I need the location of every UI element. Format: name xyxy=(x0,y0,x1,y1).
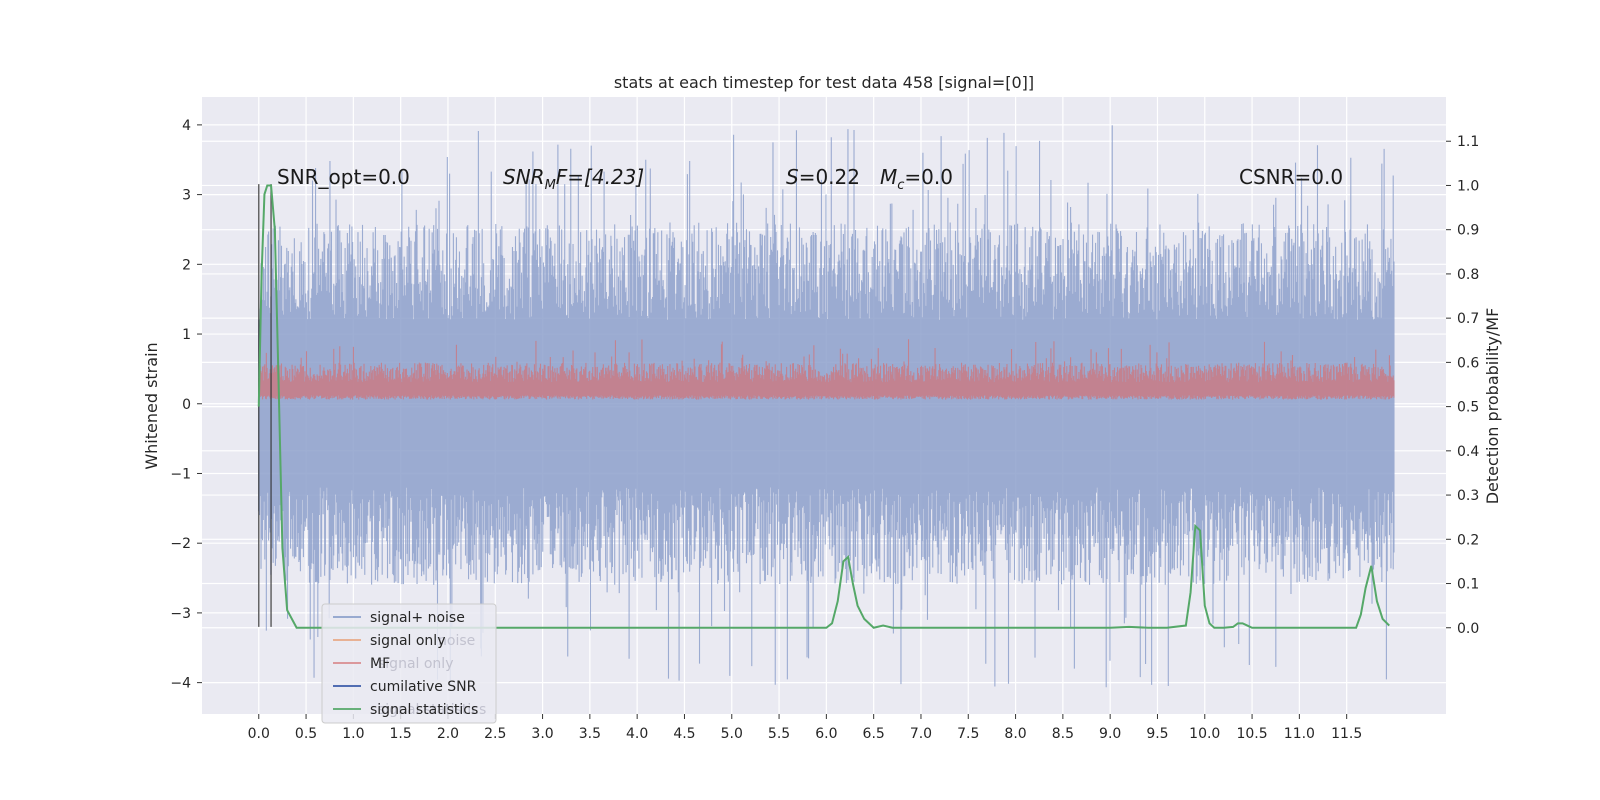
chart-title: stats at each timestep for test data 458… xyxy=(614,73,1034,92)
x-tick-label: 4.0 xyxy=(626,726,648,742)
x-tick-label: 2.0 xyxy=(437,726,459,742)
x-tick-label: 6.5 xyxy=(863,726,885,742)
y-axis-ticks-right: 1.1 1.0 0.9 0.8 0.7 0.6 0.5 0.4 0.3 0.2 0.1 0.0 xyxy=(1446,134,1479,637)
annotation-snr-opt: SNR_opt=0.0 xyxy=(277,165,410,189)
x-tick-label: 10.5 xyxy=(1236,726,1267,742)
x-tick-label: 2.5 xyxy=(484,726,506,742)
x-tick-label: 5.5 xyxy=(768,726,790,742)
y-tick-label: −1 xyxy=(170,466,191,482)
y-right-tick-label: 1.0 xyxy=(1457,178,1479,194)
y-tick-label: 2 xyxy=(182,257,191,273)
y-right-tick-label: 0.5 xyxy=(1457,400,1479,416)
signal-statistics-line xyxy=(257,184,1390,629)
x-tick-label: 1.5 xyxy=(390,726,412,742)
y-right-tick-label: 0.2 xyxy=(1457,532,1479,548)
y-tick-label: 4 xyxy=(182,118,191,134)
legend-ghost-label: signal statistics xyxy=(378,702,486,718)
x-tick-label: 3.0 xyxy=(531,726,553,742)
y-right-tick-label: 0.6 xyxy=(1457,355,1479,371)
y-tick-label: 1 xyxy=(182,327,191,343)
y-tick-label: −4 xyxy=(170,676,191,692)
x-tick-label: 11.0 xyxy=(1284,726,1315,742)
x-axis-ticks: 0.0 0.5 1.0 1.5 2.0 2.5 3.0 3.5 4.0 4.5 5.0 5.5 6.0 6… xyxy=(248,714,1362,742)
x-tick-label: 0.0 xyxy=(248,726,270,742)
legend-box xyxy=(321,603,497,724)
legend-ghost-label: noise xyxy=(438,633,475,649)
y-right-tick-label: 0.7 xyxy=(1457,311,1479,327)
x-tick-label: 9.0 xyxy=(1099,726,1121,742)
x-tick-label: 7.5 xyxy=(957,726,979,742)
annotation-csnr: CSNR=0.0 xyxy=(1239,165,1343,189)
x-tick-label: 5.0 xyxy=(721,726,743,742)
annotation-s: S=0.22 xyxy=(786,165,860,189)
y-tick-label: −2 xyxy=(170,536,191,552)
x-tick-label: 3.5 xyxy=(579,726,601,742)
x-tick-label: 9.5 xyxy=(1146,726,1168,742)
legend: noise signal only signal statistics sign… xyxy=(321,603,497,724)
x-tick-label: 6.0 xyxy=(815,726,837,742)
legend-label-mf: MF xyxy=(370,656,390,672)
signal-statistics-series xyxy=(257,184,1390,629)
y-right-tick-label: 1.1 xyxy=(1457,134,1479,150)
y-right-tick-label: 0.0 xyxy=(1457,621,1479,637)
x-tick-label: 0.5 xyxy=(295,726,317,742)
legend-label-signal-noise: signal+ noise xyxy=(370,610,465,626)
y-right-tick-label: 0.1 xyxy=(1457,577,1479,593)
legend-ghost-label: signal only xyxy=(378,656,453,672)
y-tick-label: −3 xyxy=(170,606,191,622)
x-tick-label: 8.0 xyxy=(1004,726,1026,742)
annotation-snr-mf: SNRMF=[4.23] xyxy=(503,165,644,193)
legend-label-cumulative-snr: cumilative SNR xyxy=(370,679,477,695)
x-tick-label: 4.5 xyxy=(673,726,695,742)
x-tick-label: 10.0 xyxy=(1189,726,1220,742)
y-axis-label-left: Whitened strain xyxy=(142,342,161,469)
x-tick-label: 1.0 xyxy=(342,726,364,742)
y-axis-label-right: Detection probability/MF xyxy=(1483,308,1502,505)
legend-label-signal-statistics: signal statistics xyxy=(370,702,478,718)
y-right-tick-label: 0.9 xyxy=(1457,223,1479,239)
x-tick-label: 8.5 xyxy=(1052,726,1074,742)
y-tick-label: 0 xyxy=(182,397,191,413)
annotation-mc: Mc=0.0 xyxy=(880,165,953,193)
x-tick-label: 7.0 xyxy=(910,726,932,742)
y-tick-label: 3 xyxy=(182,188,191,204)
y-right-tick-label: 0.4 xyxy=(1457,444,1479,460)
x-tick-label: 11.5 xyxy=(1331,726,1362,742)
y-axis-ticks-left: 4 3 2 1 0 −1 −2 −3 −4 xyxy=(170,118,202,692)
y-right-tick-label: 0.3 xyxy=(1457,488,1479,504)
legend-label-signal-only: signal only xyxy=(370,633,445,649)
y-right-tick-label: 0.8 xyxy=(1457,267,1479,283)
